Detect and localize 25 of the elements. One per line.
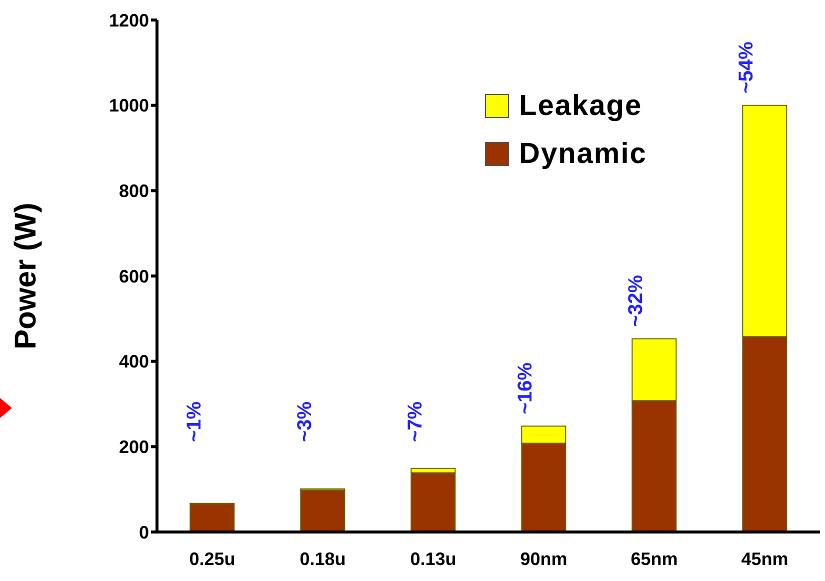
y-axis-title: Power (W) [10,202,43,350]
bar [410,472,456,532]
bar [190,503,235,532]
y-tick-label: 1200 [108,10,149,30]
y-tick-label: 1000 [108,96,149,116]
x-tick-label: 45nm [741,548,788,569]
x-tick-label: 90nm [520,548,568,569]
annotation: ~32% [625,274,648,327]
bar [300,490,346,532]
y-tick-label: 400 [118,352,149,372]
x-tick-label: 0.18u [300,548,346,569]
annotation: ~16% [514,362,537,414]
x-tick-label: 65nm [630,548,678,569]
annotation: ~7% [404,401,426,442]
legend-label: Dynamic [519,138,647,170]
x-tick-label: 0.25u [189,548,236,569]
y-tick-label: 0 [138,522,149,542]
y-tick-label: 200 [118,437,149,458]
y-tick-label: 800 [118,181,149,202]
annotation: ~1% [183,401,206,442]
legend-label: Leakage [519,90,642,122]
annotation: ~54% [736,41,758,94]
annotation: ~3% [294,401,316,442]
x-tick-label: 0.13u [410,548,456,569]
y-tick-label: 600 [118,266,149,286]
